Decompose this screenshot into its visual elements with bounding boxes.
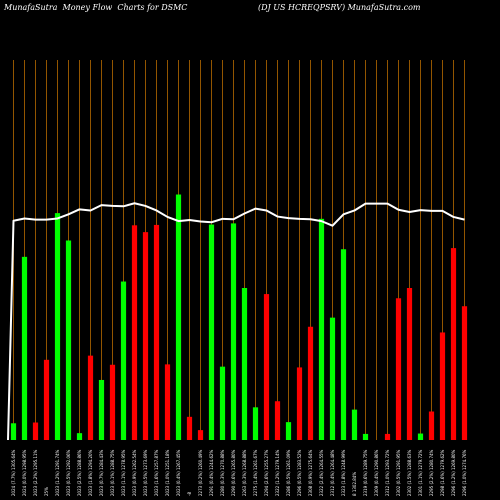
x-tick-label: 2023 (2.2%) 1295.11% [33,449,38,496]
x-tick-label: 2319 (0.6%) 1289.75% [363,449,368,496]
money-flow-bar [461,306,468,440]
money-flow-bar [439,332,446,440]
x-tick-label: 2295 (2.2%) 1280.74% [429,449,434,496]
x-tick-label: 2322 (2.4%) 1264.55% [319,449,324,496]
money-flow-bar [318,218,325,440]
x-tick-label: 2323 (1.8%) 1248.99% [341,449,346,496]
x-tick-label: 2296 (1.2%) 1269.80% [451,449,456,496]
money-flow-bar [296,367,303,440]
money-flow-bar [384,433,391,440]
money-flow-bar [428,411,435,440]
x-tick-label: 8 1302.84% [352,472,357,496]
money-flow-bar [153,224,160,440]
money-flow-bar [307,326,314,440]
x-tick-label: 2263 (0.3%) 1268.88% [242,449,247,496]
x-tick-label: 2296 (0.5%) 1283.52% [297,449,302,496]
x-tick-label: 25% [44,487,49,496]
money-flow-bar [230,223,237,440]
x-tick-label: 2312 (1.0%) 1293.72% [385,449,390,496]
money-flow-bar [197,430,204,440]
x-tick-label: 2290 (0.6%) 1265.80% [231,449,236,496]
x-tick-label: 2023 (0.4%) 1267.45% [176,449,181,496]
money-flow-bar [98,379,105,440]
money-flow-bar [406,288,413,440]
money-flow-bar [54,213,61,440]
x-tick-label: 2302 (0.5%) 1291.95% [396,449,401,496]
x-tick-label: 2291 (0.4%) 1244.62% [209,449,214,496]
money-flow-bar [21,256,28,440]
x-tick-label: 2308 (0.9%) 1275.64% [308,449,313,496]
x-tick-label: 2023 (0.5%) 1292.06% [66,449,71,496]
money-flow-bar [208,224,215,440]
money-flow-bar [252,407,259,440]
money-flow-bar [186,416,193,440]
x-tick-label: 2023 (1.6%) 1257.87% [154,449,159,496]
x-tick-label: 2275 (1.4%) 1261.67% [253,449,258,496]
x-tick-label: 2294 (2.6%) 1255.27% [264,449,269,496]
x-tick-label: 2023 (1.2%) 1291.74% [55,449,60,496]
x-tick-label: 2309 (0.4%) 1290.86% [374,449,379,496]
money-flow-bar [76,433,83,440]
x-tick-label: 2273 (0.2%) 1260.49% [198,449,203,496]
money-flow-bar [131,225,138,440]
money-flow-bar [241,288,248,440]
money-flow-bar [340,249,347,440]
money-flow-bar [87,355,94,440]
money-flow-bar [285,422,292,440]
x-tick-label: 2023 (1.1%) 1278.95% [121,449,126,496]
x-tick-label: 2023 (1.8%) 1294.20% [88,449,93,496]
money-flow-bar [32,422,39,440]
x-tick-label: 2024 (0.0%) 1298.95% [22,449,27,496]
x-tick-label: 2023 (0.1%) 1288.75% [110,449,115,496]
money-flow-bar [395,298,402,440]
chart-title: MunafaSutra Money Flow Charts for DSMC [4,3,188,12]
money-flow-bar [450,248,457,440]
money-flow-bar [263,294,270,440]
x-tick-label: 2298 (1.6%) 1279.62% [440,449,445,496]
x-tick-label: 2286 (0.5%) 1261.09% [286,449,291,496]
money-flow-bar [164,364,171,440]
x-tick-label: 2023 (0.5%) 1273.69% [143,449,148,496]
money-flow-bar [109,364,116,440]
money-flow-bar [10,423,17,440]
money-flow-bar [43,359,50,440]
x-tick-label: 2023 (1.0%) 1251.18% [165,449,170,496]
x-tick-label: 2322 (1.2%) 1279.14% [275,449,280,496]
money-flow-bar [175,194,182,440]
money-flow-bar [120,281,127,440]
money-flow-bar [219,366,226,440]
x-tick-label: 2302 (1.5%) 1288.63% [407,449,412,496]
x-tick-label: -8 [187,492,192,496]
x-tick-label: 2024 (7.7%) 1305.64% [11,449,16,496]
x-tick-label: 2280 (0.3%) 1270.88% [220,449,225,496]
money-flow-bar [65,240,72,440]
x-tick-label: 2023 (2.5%) 1288.86% [77,449,82,496]
chart-site-label: (DJ US HCREQPSRV) MunafaSutra.com [258,3,421,12]
x-tick-label: 2301 (1.1%) 1279.72% [418,449,423,496]
x-tick-label: 2023 (0.9%) 1262.54% [132,449,137,496]
x-tick-label: 2296 (1.0%) 1274.76% [462,449,467,496]
money-flow-bar [362,433,369,440]
money-flow-bar [274,401,281,440]
x-tick-label: 2023 (0.7%) 1284.43% [99,449,104,496]
money-flow-bar [329,317,336,440]
price-line [7,202,465,441]
money-flow-bar [142,232,149,440]
money-flow-bar [351,409,358,440]
money-flow-bar [417,433,424,440]
x-tick-label: 2312 (0.4%) 1264.48% [330,449,335,496]
